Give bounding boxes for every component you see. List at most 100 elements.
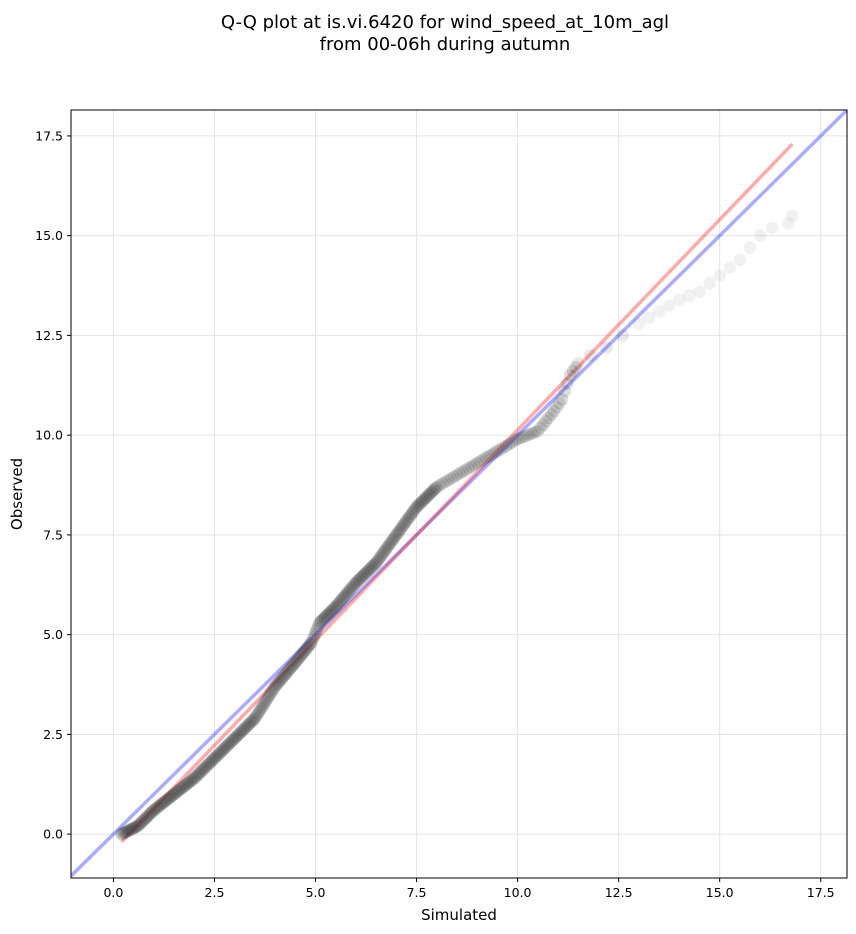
chart-title-line-2: from 00-06h during autumn [320,34,571,55]
qq-point [406,505,420,519]
chart-title-line-1: Q-Q plot at is.vi.6420 for wind_speed_at… [221,12,669,33]
qq-point [753,229,767,242]
qq-point [228,732,241,745]
qq-point [324,604,338,618]
qq-point [304,637,317,651]
x-tick-label: 5.0 [306,885,326,900]
qq-point [536,418,550,431]
qq-point [531,424,545,438]
qq-point [428,483,441,496]
qq-point [450,468,464,482]
x-axis-label: Simulated [421,906,497,924]
qq-point [210,749,224,763]
qq-point [312,619,325,632]
qq-point [306,633,319,647]
qq-point [286,659,300,672]
qq-point [534,421,547,435]
qq-point [229,730,243,744]
qq-point [571,357,585,370]
qq-point [400,513,414,527]
qq-point [415,495,428,509]
y-axis-label: Observed [8,458,26,530]
qq-point [205,754,219,767]
qq-point [555,392,569,406]
qq-point [444,472,458,485]
qq-point [544,408,558,421]
qq-point [256,698,270,712]
qq-point [201,759,214,772]
qq-point [433,479,446,492]
qq-point [405,507,419,520]
qq-point [240,720,253,733]
qq-point [211,748,225,762]
qq-point [558,384,572,398]
qq-point [713,269,726,282]
qq-point [372,553,385,566]
qq-point [337,590,351,604]
y-tick-label: 5.0 [43,627,63,642]
qq-point [375,548,389,561]
qq-point [249,710,263,723]
qq-point [300,642,314,655]
qq-point [259,695,272,708]
qq-point [392,525,406,538]
qq-point [368,557,382,571]
qq-point [185,773,199,787]
qq-point [227,733,240,746]
qq-point [117,826,131,840]
qq-point [247,713,261,726]
qq-point [302,639,316,652]
qq-point [380,541,394,555]
qq-point [236,723,250,737]
qq-point [252,706,265,720]
qq-point [352,574,365,587]
qq-point [479,451,493,465]
qq-point [508,434,522,448]
qq-point [299,643,313,657]
qq-point [151,801,164,814]
qq-point [129,820,142,834]
qq-point [547,404,561,418]
qq-point [223,736,237,750]
x-tick-label: 12.5 [605,885,633,900]
qq-point [191,768,205,782]
qq-point [344,582,358,595]
qq-point [235,725,249,738]
qq-point [301,640,315,654]
qq-point [127,821,141,835]
qq-point [215,744,228,758]
qq-point [187,771,201,785]
qq-point [222,737,236,751]
qq-point [277,670,290,683]
qq-point [338,589,352,602]
qq-point [316,612,330,626]
qq-point [584,349,597,362]
qq-point [166,788,180,802]
qq-point [214,746,227,759]
qq-point [142,808,156,822]
qq-point [284,661,297,675]
qq-point [212,747,226,760]
qq-point [168,786,182,800]
qq-point [287,657,301,671]
axis-ticks: 0.0 2.5 5.0 7.5 10.0 12.5 15.0 17.5 0.0 2.5 5.0 7.5… [35,128,834,900]
qq-point [273,674,287,688]
qq-point [120,824,134,838]
qq-point [217,742,231,756]
qq-point [782,217,795,231]
qq-point [147,803,161,817]
qq-point [172,784,186,797]
y-tick-label: 12.5 [35,328,63,343]
qq-point [409,502,422,515]
qq-point [163,791,176,805]
qq-point [342,584,356,598]
x-tick-label: 15.0 [706,885,734,900]
qq-point [216,743,230,757]
qq-point [519,429,533,443]
qq-point [177,780,190,794]
qq-point [180,777,194,791]
qq-point [202,757,215,771]
qq-point [496,441,510,454]
qq-point [398,517,411,530]
qq-point [186,772,200,786]
